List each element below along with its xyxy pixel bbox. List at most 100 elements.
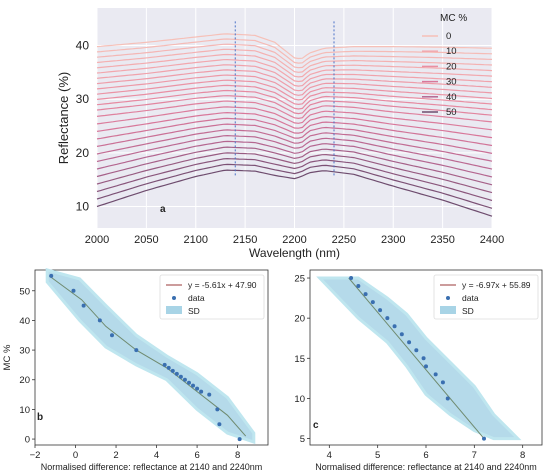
spectrum-line [96,79,493,101]
legend-swatch-data-b [172,296,176,300]
x-tick-label-a: 2350 [430,234,454,246]
x-tick-label-c: 4 [327,450,332,461]
x-tick-label-a: 2000 [85,234,109,246]
spectrum-line [96,53,493,78]
data-point-b [170,368,175,373]
sd-band-c [316,276,522,441]
data-point-c [385,316,390,321]
y-tick-label-a: 10 [76,200,90,214]
y-tick-label-a: 40 [76,39,90,53]
legend-entry-a: 30 [446,77,457,88]
x-tick-label-a: 2150 [233,234,257,246]
data-point-b [178,374,183,379]
y-tick-label-c: 20 [294,314,305,325]
spectrum-line [96,58,493,83]
y-tick-label-a: 20 [76,146,90,160]
data-point-b [97,318,102,323]
data-point-c [424,364,428,369]
x-tick-label-a: 2250 [332,234,356,246]
spectrum-line [96,140,493,178]
y-tick-label-b: 40 [19,316,30,327]
x-tick-label-b: 0 [73,450,78,461]
spectrum-line [96,169,493,217]
legend-entry-a: 20 [446,61,457,72]
y-tick-label-b: 0 [25,435,30,446]
data-point-c [370,300,375,305]
data-point-c [349,276,354,281]
spectrum-line [96,106,493,131]
data-point-c [414,348,419,353]
spectrum-line [96,123,493,154]
x-tick-label-b: 6 [194,450,199,461]
y-tick-label-c: 15 [294,354,305,365]
spectrum-line [96,117,493,147]
data-point-c [482,436,486,441]
x-tick-label-b: −2 [30,450,41,461]
data-point-b [162,362,167,367]
spectrum-line [96,74,493,96]
data-point-b [71,288,76,293]
spectrum-line [96,38,493,64]
legend-entry-a: 50 [446,107,457,118]
spectrum-line [96,163,493,209]
x-axis-label-b: Normalised difference: reflectance at 21… [41,462,262,472]
data-point-c [440,380,445,385]
x-axis-label-c: Normalised difference: reflectance at 21… [315,462,536,472]
data-point-b [81,303,86,308]
x-tick-label-a: 2100 [184,234,208,246]
spectrum-line [96,84,493,106]
data-point-b [207,392,212,397]
data-point-c [421,356,426,361]
x-tick-label-c: 6 [423,450,428,461]
legend-title-a: MC % [440,13,467,24]
panel-label-a: a [160,204,166,215]
x-tick-label-b: 2 [113,450,118,461]
data-point-b [174,371,179,376]
spectrum-line [96,48,493,73]
y-tick-label-b: 30 [19,346,30,357]
fit-line-b [48,275,247,437]
data-point-b [109,333,114,338]
legend-entry-a: 10 [446,46,457,57]
data-point-b [217,422,222,427]
legend-entry-sd-c: SD [462,306,474,316]
spectrum-line [96,146,493,186]
legend-box-c [433,274,539,320]
legend-swatch-sd-b [166,306,182,314]
data-point-c [363,292,368,297]
spectrum-line [96,157,493,202]
spectrum-line [96,43,493,69]
spectrum-line [96,33,492,60]
spectrum-line [96,69,493,92]
data-point-c [392,324,397,329]
y-tick-label-c: 25 [294,274,305,285]
legend-swatch-sd-c [440,306,456,314]
x-tick-label-c: 5 [375,450,380,461]
data-point-b [215,407,220,412]
x-tick-label-a: 2200 [282,234,306,246]
data-point-b [49,273,54,278]
x-tick-label-c: 7 [472,450,477,461]
x-tick-label-a: 2300 [381,234,405,246]
spectrum-line [96,100,493,123]
y-tick-label-a: 30 [76,92,90,106]
spectrum-line [96,89,493,111]
spectrum-line [96,134,493,170]
legend-entry-fit-c: y = -6.97x + 55.89 [462,280,531,290]
legend-entry-sd-b: SD [188,306,200,316]
y-tick-label-b: 20 [19,375,30,386]
data-point-b [199,389,204,394]
spectrum-line [96,95,493,116]
data-point-c [378,308,383,313]
data-point-c [399,332,404,337]
panel-c-regression-plot: 4 5 6 7 8 5 10 15 20 25 Normalised difference: ref… [294,269,543,472]
y-tick-label-c: 10 [294,394,305,405]
x-tick-label-a: 2050 [134,234,158,246]
legend-entry-fit-b: y = -5.61x + 47.90 [188,280,257,290]
x-axis-label-a: Wavelength (nm) [249,246,340,260]
spectrum-line [96,64,493,87]
panel-label-b: b [37,412,43,423]
legend-entry-a: 0 [446,31,451,42]
data-point-c [433,372,438,377]
